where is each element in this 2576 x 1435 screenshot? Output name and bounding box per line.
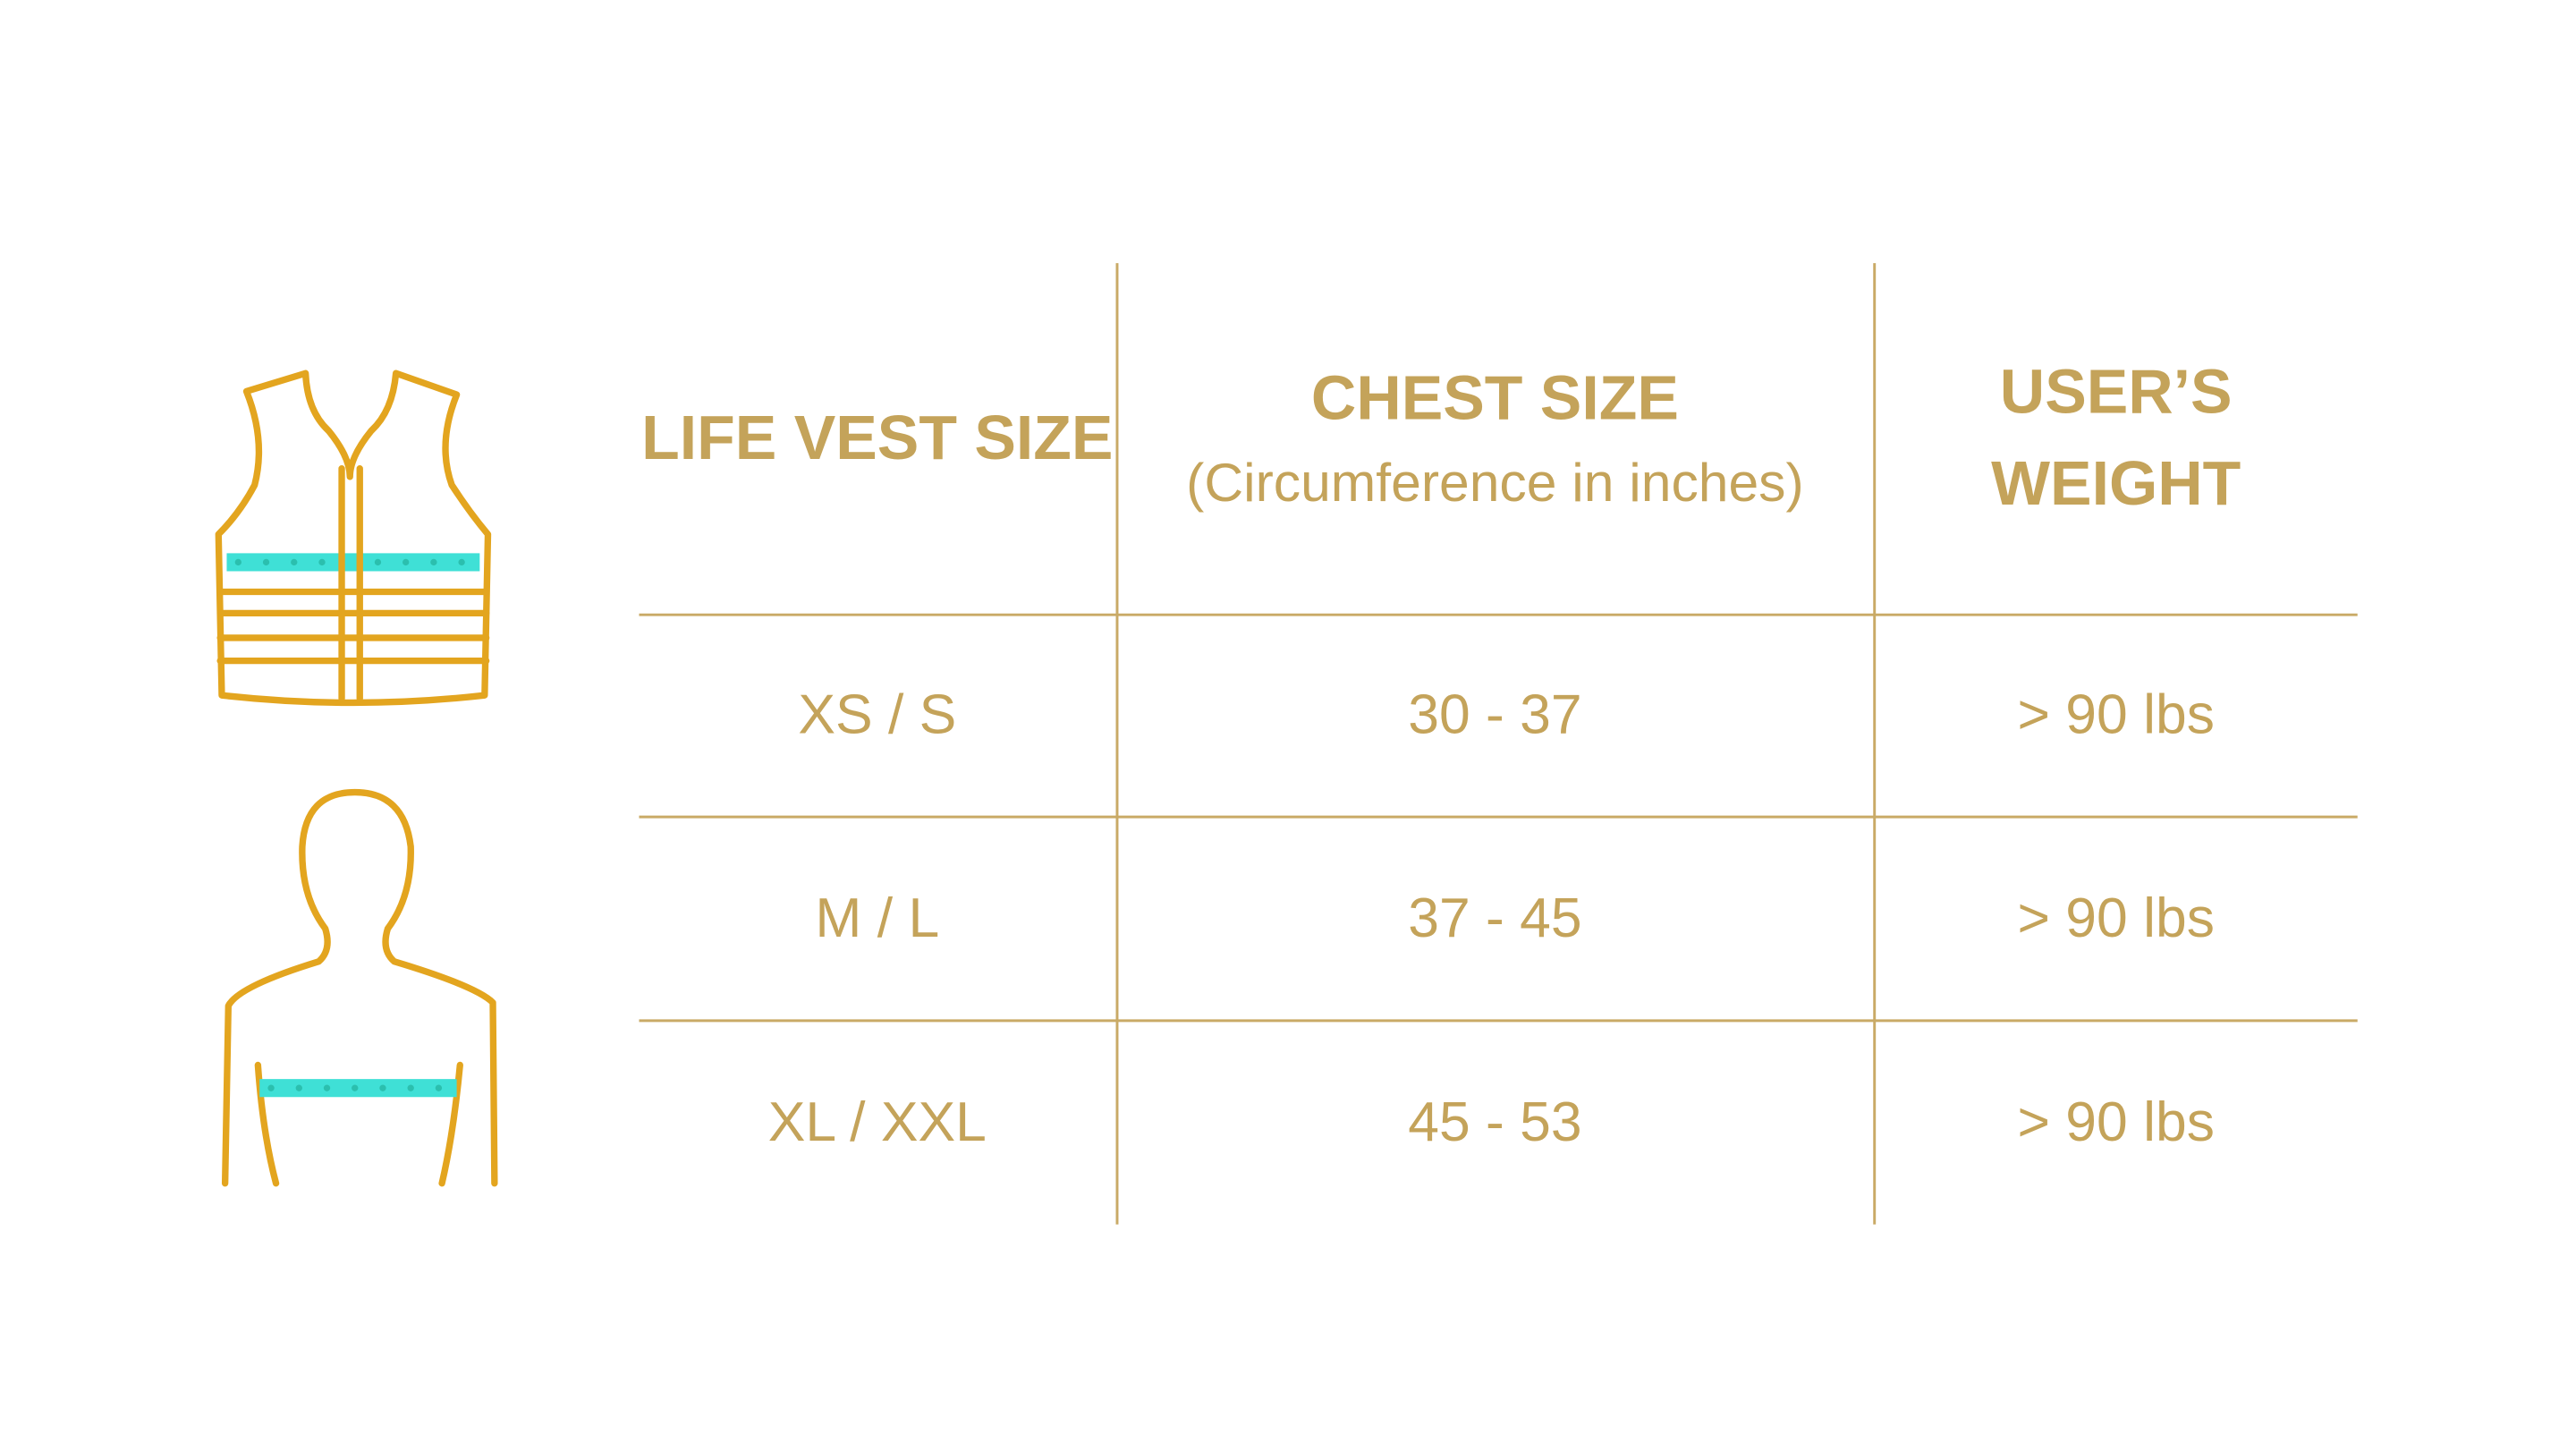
header-weight: USER’S <box>2000 356 2233 426</box>
table-cell: 45 - 53 <box>1408 1091 1581 1153</box>
table-cell: XS / S <box>798 683 956 745</box>
table-rules <box>639 263 2358 1225</box>
table-cell: M / L <box>815 887 939 949</box>
band-dots <box>267 1084 443 1091</box>
table-cell: 37 - 45 <box>1408 887 1581 949</box>
table-cell: > 90 lbs <box>2018 1091 2215 1153</box>
header-chest: CHEST SIZE <box>1311 363 1679 433</box>
table-cell: XL / XXL <box>768 1091 987 1153</box>
table-cell: 30 - 37 <box>1408 683 1581 745</box>
table-cell: > 90 lbs <box>2018 887 2215 949</box>
vest-straps <box>216 465 490 702</box>
header-chest-note: (Circumference in inches) <box>1186 452 1804 513</box>
vest-outline <box>215 369 492 707</box>
band-dots <box>234 558 465 566</box>
table-cell: > 90 lbs <box>2018 683 2215 745</box>
header-weight: WEIGHT <box>1991 448 2241 518</box>
vest-icon <box>215 369 492 707</box>
header-size: LIFE VEST SIZE <box>641 403 1113 472</box>
person-icon <box>221 788 498 1187</box>
person-outline <box>221 788 498 1187</box>
